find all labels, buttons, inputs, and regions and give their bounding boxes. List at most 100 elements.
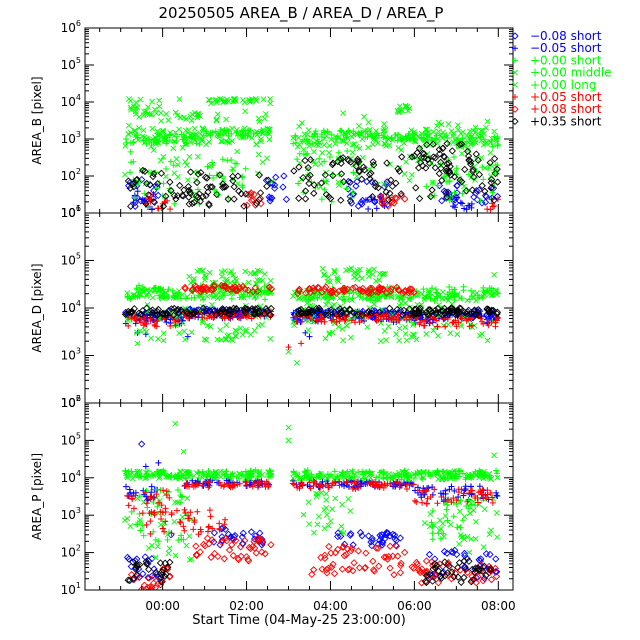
data-point <box>161 137 168 144</box>
data-point <box>429 536 436 543</box>
data-point <box>267 285 276 293</box>
data-point <box>351 319 358 326</box>
data-point <box>441 558 449 566</box>
data-point <box>340 293 347 300</box>
data-point <box>458 295 465 302</box>
data-point <box>321 272 327 279</box>
data-point <box>242 305 250 313</box>
data-point <box>148 309 156 317</box>
data-point <box>409 564 418 572</box>
data-point <box>150 494 157 501</box>
data-point <box>461 205 468 212</box>
data-point <box>193 470 200 477</box>
data-point <box>217 281 226 290</box>
data-point <box>395 145 402 151</box>
data-markers <box>122 420 501 590</box>
data-point <box>438 176 446 185</box>
data-point <box>154 543 161 550</box>
data-point <box>455 126 461 133</box>
data-point <box>230 98 237 105</box>
data-point <box>446 283 453 290</box>
data-point <box>383 201 392 209</box>
data-point <box>302 308 310 317</box>
data-point <box>487 489 494 496</box>
data-point <box>142 557 150 566</box>
data-point <box>446 197 453 204</box>
data-point <box>289 480 296 487</box>
data-point <box>438 197 446 205</box>
data-point <box>225 546 234 554</box>
data-markers <box>121 265 502 366</box>
data-point <box>126 486 133 493</box>
data-point <box>172 319 179 326</box>
data-point <box>374 184 383 192</box>
data-point <box>125 555 133 563</box>
data-point <box>225 480 232 487</box>
data-point <box>156 286 163 293</box>
data-point <box>388 316 395 323</box>
data-point <box>290 475 296 482</box>
data-point <box>302 289 310 297</box>
data-point <box>162 518 169 525</box>
data-point <box>297 308 305 316</box>
data-point <box>197 135 204 142</box>
data-point <box>140 322 147 329</box>
data-point <box>158 567 166 576</box>
series--0.35-short <box>124 557 495 587</box>
data-point <box>414 484 421 491</box>
data-point <box>493 138 500 145</box>
data-point <box>334 274 341 281</box>
data-point <box>403 486 410 493</box>
data-point <box>390 482 397 489</box>
data-point <box>325 274 332 280</box>
data-point <box>157 508 164 515</box>
data-point <box>321 507 328 513</box>
data-point <box>187 113 194 120</box>
data-point <box>124 177 133 185</box>
data-point <box>201 272 208 279</box>
data-point <box>267 277 274 284</box>
data-point <box>479 577 487 585</box>
data-point <box>191 125 198 132</box>
data-point <box>216 133 223 140</box>
data-point <box>392 542 401 550</box>
data-point <box>363 309 371 317</box>
data-point <box>392 194 401 203</box>
data-point <box>447 171 455 179</box>
y-axis-label: AREA_D [pixel] <box>30 263 44 352</box>
data-point <box>306 171 314 179</box>
data-point <box>383 159 391 167</box>
data-point <box>475 170 484 179</box>
data-point <box>233 160 240 167</box>
data-point <box>172 552 179 559</box>
data-point <box>256 277 263 284</box>
data-point <box>469 173 478 181</box>
data-point <box>260 126 267 133</box>
data-point <box>357 475 364 482</box>
data-point <box>449 294 456 300</box>
data-point <box>492 287 499 293</box>
data-point <box>393 479 400 486</box>
data-point <box>343 185 350 192</box>
data-point <box>229 172 237 181</box>
data-point <box>131 472 138 479</box>
data-point <box>216 479 223 486</box>
data-point <box>429 507 436 514</box>
data-point <box>258 138 264 145</box>
data-point <box>314 491 321 498</box>
data-point <box>165 117 172 124</box>
data-point <box>347 508 354 514</box>
legend-marker <box>511 32 519 40</box>
data-point <box>260 310 268 318</box>
data-point <box>301 195 310 203</box>
data-point <box>149 98 156 105</box>
y-tick-label: 106 <box>61 394 81 410</box>
data-point <box>492 555 500 563</box>
data-point <box>489 494 496 501</box>
data-point <box>190 526 197 533</box>
data-point <box>339 326 346 332</box>
data-point <box>465 497 472 504</box>
data-point <box>402 324 409 331</box>
data-point <box>329 159 337 167</box>
